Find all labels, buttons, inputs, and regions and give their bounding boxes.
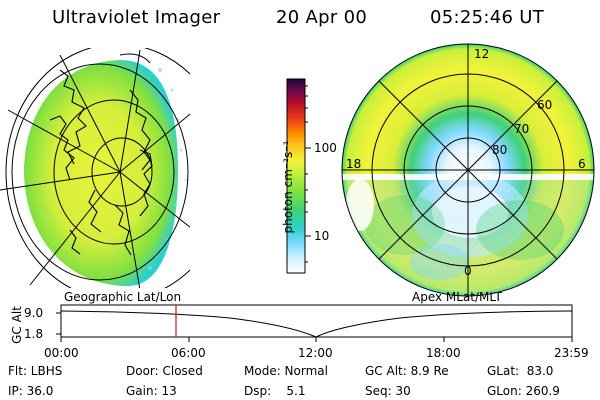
auroral-image-left xyxy=(24,60,178,286)
time-tick-2359: 23:59 xyxy=(554,346,589,360)
lat-label-70: 70 xyxy=(514,122,529,136)
status-seq: Seq: 30 xyxy=(365,384,411,398)
status-mode: Mode: Normal xyxy=(244,364,328,378)
mlt-label-0: 0 xyxy=(464,264,472,278)
status-glat: GLat: 83.0 xyxy=(487,364,554,378)
lat-label-60: 60 xyxy=(537,98,552,112)
mlt-label-6: 6 xyxy=(578,157,586,171)
apex-polar-map: 60 70 80 12 18 6 0 xyxy=(341,43,595,297)
colorbar-unit-label: photon cm⁻²s⁻¹ xyxy=(281,140,295,234)
color-bar xyxy=(286,78,311,274)
lat-label-80: 80 xyxy=(492,143,507,157)
status-glon: GLon: 260.9 xyxy=(487,384,560,398)
time-tick-1200: 12:00 xyxy=(298,346,333,360)
colorbar-tick-10: 10 xyxy=(314,229,330,243)
projection-label-left: Geographic Lat/Lon xyxy=(64,290,181,304)
time-tick-0600: 06:00 xyxy=(171,346,206,360)
alt-tick-high: 9.0 xyxy=(24,306,44,320)
status-gain: Gain: 13 xyxy=(126,384,177,398)
instrument-title: Ultraviolet Imager xyxy=(52,7,221,28)
gc-alt-axis-label: GC Alt xyxy=(10,306,24,344)
time-label: 05:25:46 UT xyxy=(430,7,545,28)
status-ip: IP: 36.0 xyxy=(8,384,54,398)
mlt-label-18: 18 xyxy=(346,157,361,171)
date-label: 20 Apr 00 xyxy=(276,7,368,28)
time-tick-0000: 00:00 xyxy=(44,346,79,360)
projection-label-right: Apex MLat/MLT xyxy=(412,290,502,304)
alt-tick-low: 1.8 xyxy=(24,327,44,341)
status-gc-alt: GC Alt: 8.9 Re xyxy=(365,364,449,378)
status-door: Door: Closed xyxy=(126,364,203,378)
status-dsp: Dsp: 5.1 xyxy=(244,384,306,398)
altitude-plot xyxy=(56,304,573,342)
status-filter: Flt: LBHS xyxy=(8,364,63,378)
colorbar-tick-100: 100 xyxy=(314,141,337,155)
geographic-globe xyxy=(0,48,190,288)
time-tick-1800: 18:00 xyxy=(426,346,461,360)
mlt-label-12: 12 xyxy=(474,47,489,61)
